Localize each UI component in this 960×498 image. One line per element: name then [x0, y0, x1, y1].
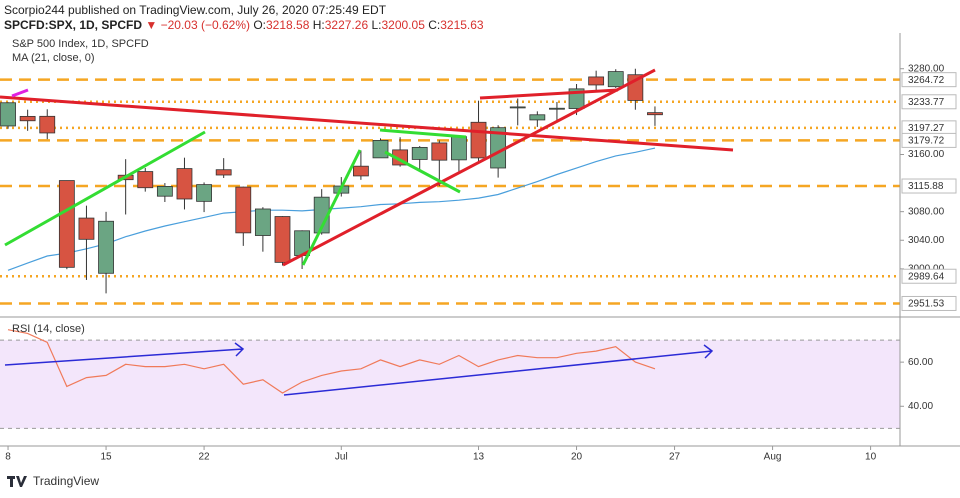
header: Scorpio244 published on TradingView.com,…: [4, 3, 484, 33]
candle-body: [235, 186, 252, 234]
level-label: 3115.88: [908, 181, 944, 192]
footer[interactable]: TradingView: [6, 474, 99, 488]
level-label: 2951.53: [908, 299, 945, 310]
candle-body: [176, 168, 193, 200]
candle-body: [196, 184, 212, 202]
candle-body: [549, 107, 565, 110]
candle-body: [215, 169, 232, 176]
candle-body: [647, 112, 663, 116]
legend-ma: MA (21, close, 0): [12, 52, 95, 64]
candle-body: [372, 139, 389, 159]
candle-body: [431, 142, 448, 161]
ohlc-low-label: L:: [371, 18, 382, 32]
y-tick-label: 3160.00: [908, 149, 945, 160]
candle-body: [58, 180, 75, 268]
candle-body: [529, 114, 546, 121]
x-tick-label: Jul: [335, 452, 348, 463]
y-tick-label: 3080.00: [908, 206, 945, 217]
x-tick-label: 13: [473, 452, 485, 463]
trend-line: [379, 128, 467, 139]
rsi-band: [0, 340, 900, 429]
brand: TradingView: [33, 474, 100, 488]
level-label-box: [901, 132, 957, 148]
candle-body: [19, 115, 36, 122]
level-label: 2989.64: [908, 271, 945, 282]
level-label-box: [901, 72, 957, 88]
quote-line: SPCFD:SPX, 1D, SPCFD ▼ −20.03 (−0.62%) O…: [4, 18, 484, 33]
candle-body: [39, 115, 56, 134]
level-label-box: [901, 178, 957, 194]
level-label: 3197.27: [908, 123, 945, 134]
chart: S&P 500 Index, 1D, SPCFD MA (21, close, …: [0, 33, 960, 463]
trend-line: [4, 130, 206, 247]
logo: [7, 476, 27, 487]
trend-line: [0, 95, 734, 152]
candle-body: [451, 136, 467, 161]
candle-body: [470, 121, 487, 159]
ohlc-low: 3200.05: [381, 18, 425, 32]
x-tick-label: 20: [571, 452, 583, 463]
x-tick-label: 10: [865, 452, 877, 463]
candle-body: [156, 186, 173, 197]
chart-title: S&P 500 Index, 1D, SPCFD: [12, 38, 149, 50]
trend-line: [384, 150, 461, 194]
x-tick-label: 22: [199, 452, 211, 463]
candle-body: [0, 102, 16, 127]
level-label: 3233.77: [908, 97, 945, 108]
publisher: Scorpio244 published on TradingView.com,…: [4, 3, 387, 17]
x-tick-label: 8: [5, 452, 11, 463]
level-label-box: [901, 94, 957, 110]
ohlc-close-label: C:: [428, 18, 441, 32]
y-tick-label: 40.00: [908, 401, 933, 412]
trend-line: [479, 88, 619, 100]
y-tick-label: 3280.00: [908, 63, 945, 74]
level-label-box: [901, 295, 957, 311]
candle-body: [254, 208, 271, 236]
legend-rsi: RSI (14, close): [12, 323, 85, 335]
candle-body: [509, 106, 526, 109]
y-tick-label: 3040.00: [908, 235, 945, 246]
candle-body: [353, 165, 369, 177]
ohlc-open: 3218.58: [266, 18, 310, 32]
plot: [0, 68, 900, 429]
ohlc-high: 3227.26: [324, 18, 369, 32]
symbol: SPCFD:SPX, 1D, SPCFD: [4, 18, 143, 32]
candle-body: [274, 216, 291, 263]
arrow: [283, 344, 714, 396]
x-tick-label: 15: [100, 452, 112, 463]
arrow: [4, 342, 245, 366]
ohlc-open-label: O:: [253, 18, 266, 32]
drawings: [0, 68, 734, 396]
rsi-line: [7, 329, 656, 394]
candle-body: [78, 217, 95, 240]
candle-body: [588, 76, 605, 86]
y-tick-label: 60.00: [908, 357, 933, 368]
trend-line: [282, 68, 656, 267]
change: ▼ −20.03 (−0.62%): [145, 18, 250, 32]
candle-body: [137, 171, 154, 189]
candle-body: [411, 146, 428, 160]
level-label-box: [901, 268, 957, 284]
candle-body: [98, 220, 114, 274]
trend-line: [11, 88, 29, 98]
level-label: 3179.72: [908, 136, 945, 147]
x-tick-label: 27: [669, 452, 681, 463]
x-tick-label: Aug: [764, 452, 782, 463]
trend-line: [301, 149, 362, 266]
candle-body: [607, 71, 624, 88]
level-label: 3264.72: [908, 75, 945, 86]
ohlc-close: 3215.63: [440, 18, 484, 32]
ohlc-high-label: H:: [312, 18, 325, 32]
